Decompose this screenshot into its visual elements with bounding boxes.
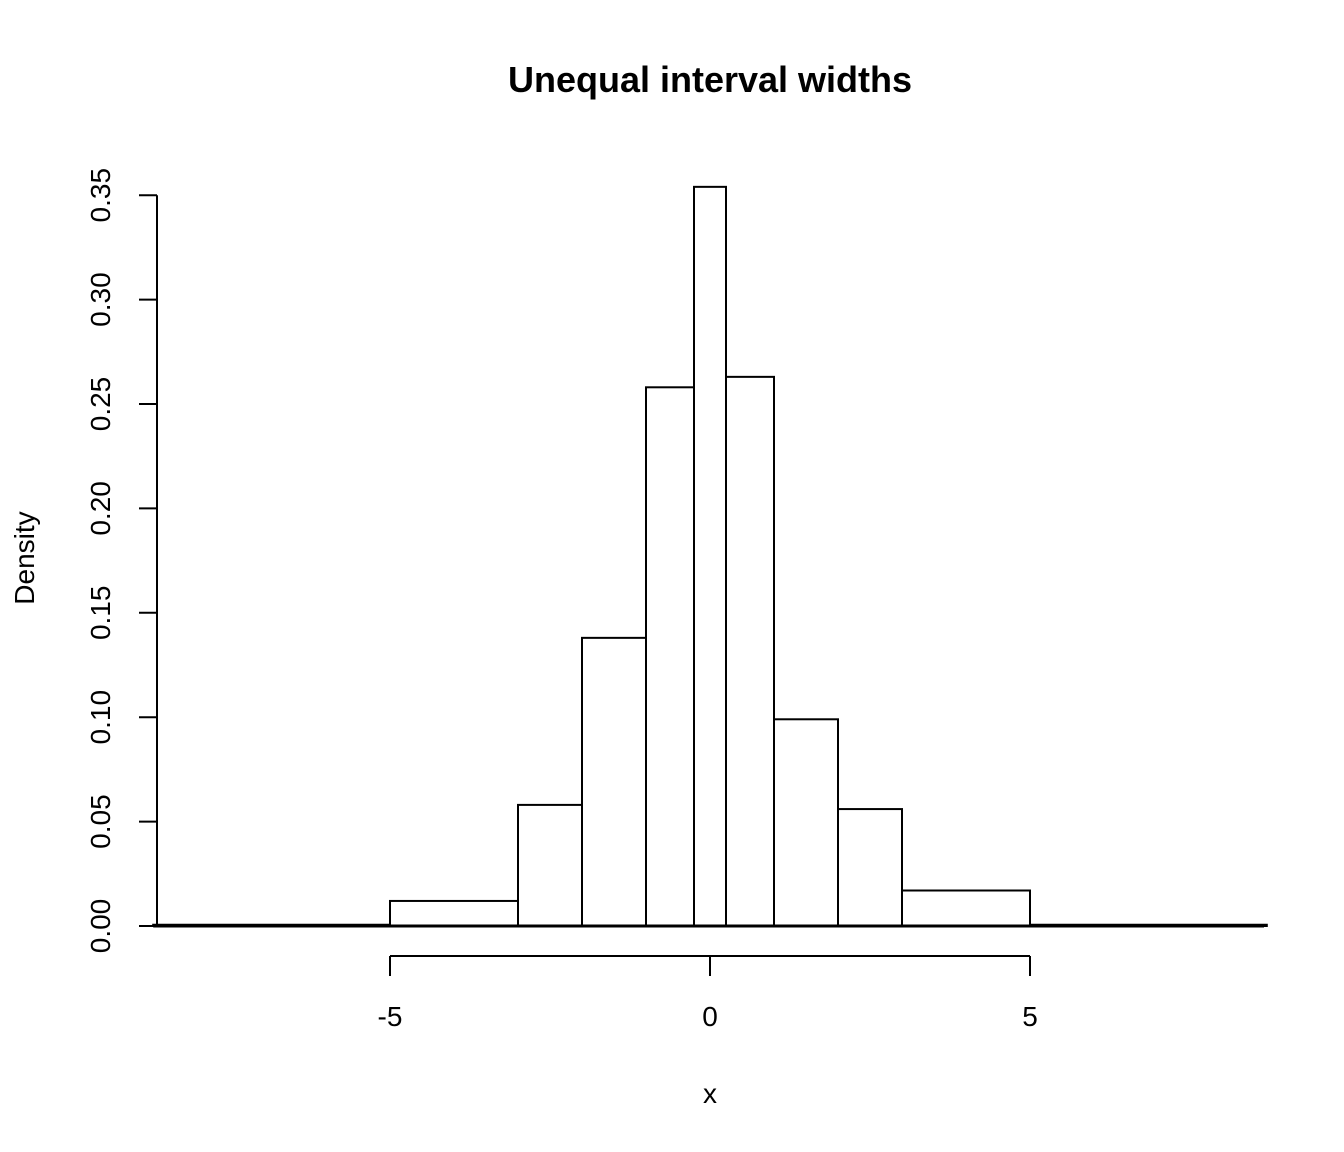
histogram-bar-3 [581,636,647,928]
histogram-bar-1 [389,899,519,927]
histogram-bar-4 [645,386,695,927]
y-axis-label: Density [9,511,40,604]
y-tick-label: 0.35 [85,168,116,223]
x-tick-label: 5 [1022,1001,1038,1032]
y-axis: 0.00 0.05 0.10 0.15 0.20 0.25 0.30 0.35 [85,168,158,954]
y-tick-label: 0.05 [85,794,116,849]
histogram-bar-9 [901,889,1031,928]
y-tick-label: 0.00 [85,899,116,954]
bars-group [152,185,1268,928]
y-tick-label: 0.10 [85,690,116,745]
x-tick-label: -5 [378,1001,403,1032]
y-tick-label: 0.25 [85,377,116,432]
x-axis: -5 0 5 [378,955,1038,1032]
y-tick-label: 0.15 [85,586,116,641]
y-tick-label: 0.20 [85,481,116,536]
histogram-bar-7 [773,718,839,928]
histogram-bar-2 [517,803,583,927]
y-tick-label: 0.30 [85,272,116,327]
x-tick-label: 0 [702,1001,718,1032]
x-axis-label: x [703,1078,717,1109]
histogram-bar-6 [725,375,775,927]
chart-title: Unequal interval widths [508,59,912,100]
histogram-bar-8 [837,808,903,928]
histogram-bar-5 [693,185,727,927]
